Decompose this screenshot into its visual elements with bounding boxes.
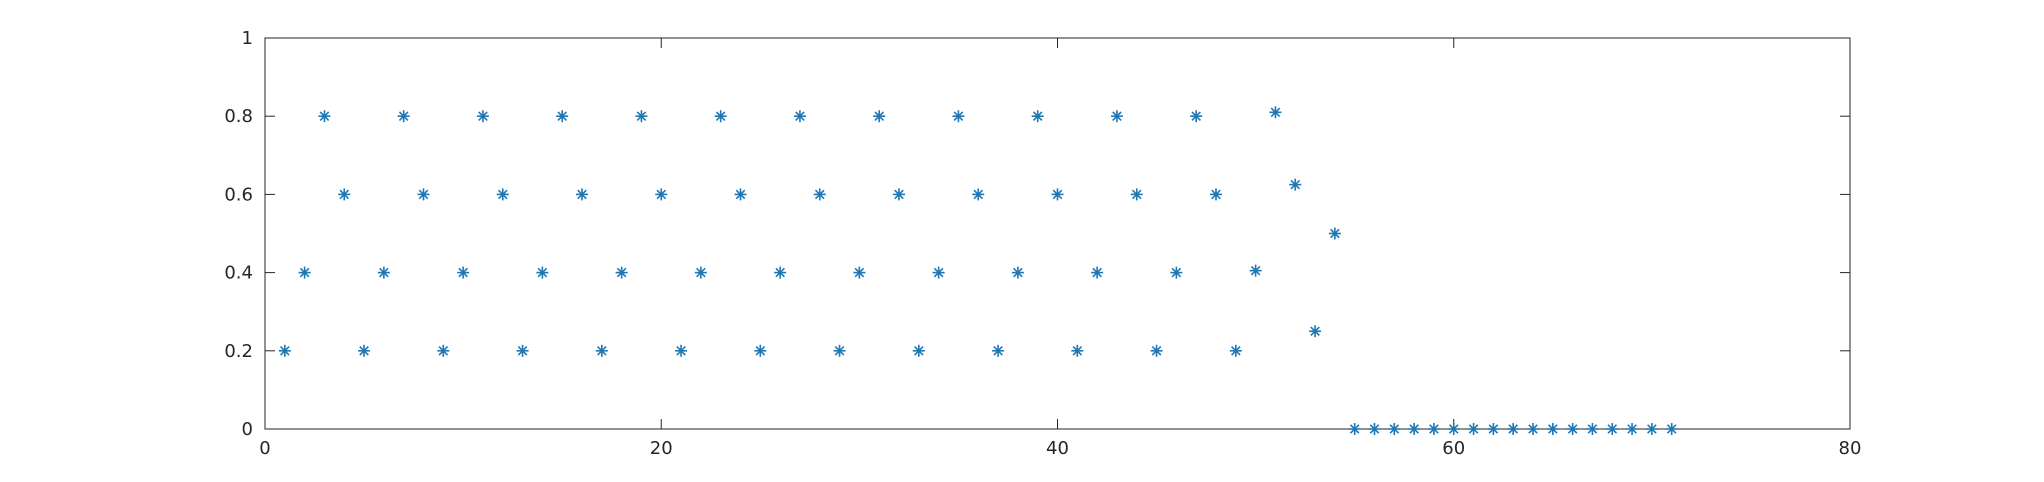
data-point [1487,423,1500,435]
data-point [1645,423,1658,435]
y-tick-label: 0.2 [224,341,253,362]
data-point [655,188,668,201]
data-point [932,266,945,279]
y-tick-label: 0.8 [224,106,253,127]
data-point [1586,423,1599,435]
data-point [1150,344,1163,357]
data-point [318,110,331,123]
data-point [694,266,707,279]
y-tick-label: 1 [242,28,253,49]
data-point [1031,110,1044,123]
data-point [1051,188,1064,201]
data-point [1665,423,1678,435]
data-point [972,188,985,201]
data-point [476,110,489,123]
data-point [536,266,549,279]
data-point [615,266,628,279]
x-tick-label: 40 [1046,438,1069,459]
data-point [1269,106,1282,119]
data-point [417,188,430,201]
data-point [397,110,410,123]
data-point [1110,110,1123,123]
data-point [1507,423,1520,435]
data-point [377,266,390,279]
x-tick-label: 60 [1442,438,1465,459]
data-point [1210,188,1222,201]
data-point [675,344,688,357]
data-point [556,110,569,123]
data-point [754,344,767,357]
data-point [1011,266,1024,279]
data-point [595,344,608,357]
data-point [1527,423,1539,435]
data-point [873,110,886,123]
data-point [338,188,351,201]
data-point [1249,264,1262,277]
data-point [1348,423,1361,435]
data-point [1091,266,1104,279]
data-point [1388,423,1401,435]
data-point [1289,178,1302,191]
data-point [298,266,311,279]
ticks: 0 20 40 60 80 0 0.2 0.4 0.6 0.8 1 [224,28,1861,459]
data-point [1606,423,1619,435]
data-point [1447,423,1460,435]
data-point [1467,423,1480,435]
data-point [635,110,648,123]
y-tick-label: 0.4 [224,263,253,284]
data-point [457,266,470,279]
data-point [1427,423,1440,435]
x-tick-label: 0 [259,438,270,459]
data-point [1328,227,1341,240]
data-point [992,344,1005,357]
data-point [496,188,509,201]
data-point [1566,423,1579,435]
data-point [1190,110,1203,123]
data-point [813,188,826,201]
data-point [734,188,747,201]
data-point [893,188,905,201]
data-point [1170,266,1183,279]
y-tick-label: 0.6 [224,184,253,205]
x-tick-label: 20 [650,438,673,459]
x-tick-label: 80 [1839,438,1862,459]
data-point [1229,344,1242,357]
data-point [1368,423,1381,435]
data-point [437,344,450,357]
data-point [1309,325,1322,338]
data-point [1626,423,1639,435]
data-point [516,344,529,357]
data-point [1408,423,1421,435]
data-point [912,344,925,357]
data-point [278,344,291,357]
data-points [278,106,1678,435]
data-point [714,110,727,123]
plot-box [264,37,1851,430]
y-tick-label: 0 [242,419,253,440]
data-point [1071,344,1084,357]
data-point [853,266,866,279]
data-point [1130,188,1143,201]
data-point [793,110,806,123]
data-point [358,344,371,357]
data-point [576,188,588,201]
axes [264,37,1851,430]
data-point [1546,423,1559,435]
data-point [952,110,965,123]
data-point [833,344,846,357]
data-point [774,266,787,279]
